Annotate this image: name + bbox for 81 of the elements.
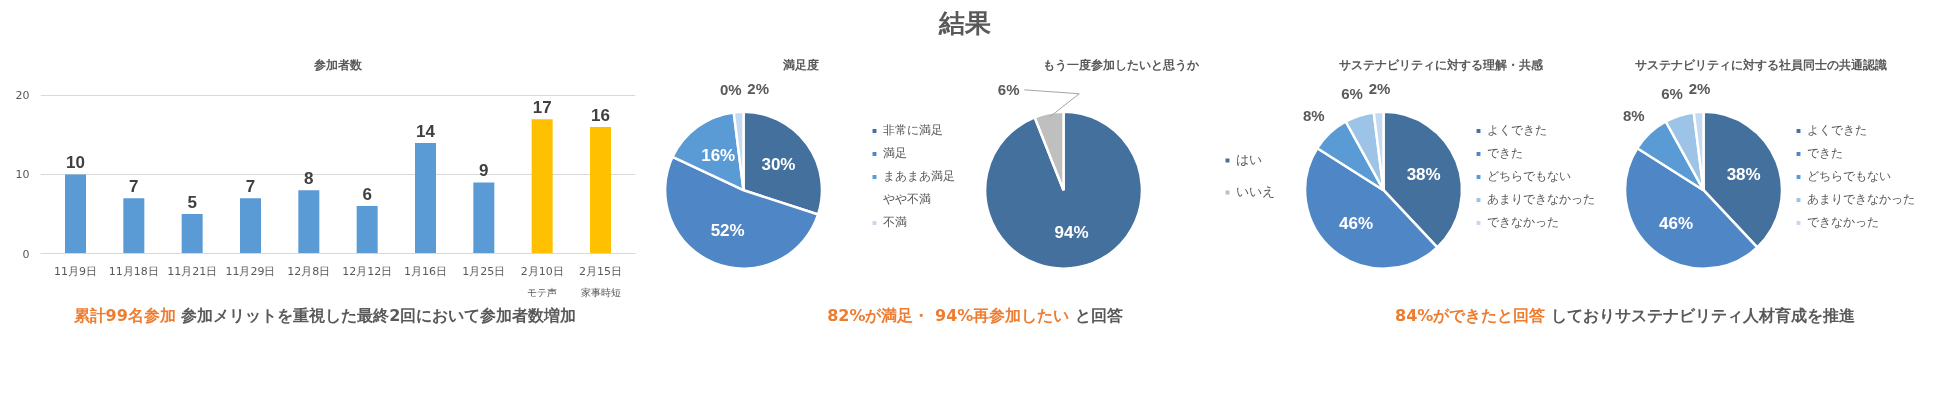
bar [298,190,320,254]
legend-label: まあまあ満足 [883,167,955,185]
x-tick-label: 12月12日 [342,264,393,278]
data-label: 5 [187,192,197,212]
legend-label: どちらでもない [1487,167,1571,185]
data-label: 8% [1302,107,1325,125]
text: 82%が満足・ 94%再参加したい [827,306,1070,325]
data-label: 16 [591,106,610,126]
data-label: 6% [997,81,1020,99]
data-label: 14 [416,121,436,141]
legend-label: はい [1236,151,1262,169]
data-label: 38% [1406,164,1441,184]
bar [531,119,553,254]
chart-title: サステナビリティに対する社員同士の共通認識 [1634,57,1887,72]
legend-label: あまりできなかった [1487,190,1595,208]
legend-label: あまりできなかった [1807,190,1915,208]
chart-title: 満足度 [781,57,819,72]
bar [415,142,436,254]
chart-title: もう一度参加したいと思うか [1042,57,1200,72]
x-tick-label: 11月29日 [225,264,276,278]
data-label: 2% [1688,79,1711,97]
text: 家事時短 [580,286,621,298]
data-label: 52% [710,220,745,240]
data-label: 9 [479,161,489,181]
text: 84%ができたと回答 [1395,306,1546,325]
bar [473,182,495,254]
bar [590,127,611,254]
legend-label: 非常に満足 [883,121,943,139]
text: 参加メリットを重視した最終2回において参加者数増加 [181,306,577,325]
chart-title: サステナビリティに対する理解・共感 [1338,57,1544,72]
x-tick-label: 11月18日 [108,264,159,278]
category-label: やや不満 [883,191,931,206]
data-label: 7 [129,177,139,197]
legend-label: 不満 [883,213,907,231]
y-tick-label: 0 [22,247,30,261]
data-label: 6% [1341,84,1363,102]
data-label: 8% [1622,107,1645,125]
data-label: 6 [362,185,372,205]
text: 累計99名参加 [73,306,176,325]
x-tick-label: 11月9日 [54,264,97,278]
bar [356,206,378,254]
legend-label: よくできた [1487,121,1547,139]
data-label: 46% [1339,213,1374,233]
legend-label: できなかった [1807,213,1879,231]
x-tick-label: 2月15日 [579,264,622,278]
legend-label: 満足 [883,144,907,162]
y-tick-label: 20 [15,89,30,103]
data-label: 8 [304,169,314,189]
data-label: 38% [1726,164,1761,184]
data-label: 46% [1659,213,1694,233]
legend-label: できた [1807,144,1843,162]
legend-label: いいえ [1236,183,1275,201]
text: 結果 [937,7,992,40]
data-label: 6% [1661,84,1683,102]
text: と回答 [1074,306,1123,325]
chart-title: 参加者数 [313,57,363,72]
x-tick-label: 11月21日 [167,264,218,278]
data-label: 94% [1054,223,1089,243]
x-tick-label: 2月10日 [520,264,564,278]
data-label: 16% [701,145,736,165]
text: しておりサステナビリティ人材育成を推進 [1550,306,1855,325]
y-tick-label: 10 [15,168,30,182]
bar [65,174,86,254]
text: 0% [719,80,742,98]
bar [181,213,203,254]
text: モテ声 [527,286,558,298]
x-tick-label: 12月8日 [287,264,331,278]
legend-label: できなかった [1487,213,1559,231]
data-label: 2% [747,79,770,97]
data-label: 7 [245,177,256,197]
data-label: 17 [532,98,552,118]
x-tick-label: 1月25日 [462,264,506,278]
data-label: 2% [1368,79,1391,97]
legend-label: できた [1487,144,1523,162]
bar [123,198,145,254]
legend-label: よくできた [1807,121,1867,139]
legend-label: どちらでもない [1807,167,1891,185]
bar [240,198,261,254]
data-label: 10 [66,153,85,173]
data-label: 30% [761,155,796,175]
x-tick-label: 1月16日 [404,264,447,278]
